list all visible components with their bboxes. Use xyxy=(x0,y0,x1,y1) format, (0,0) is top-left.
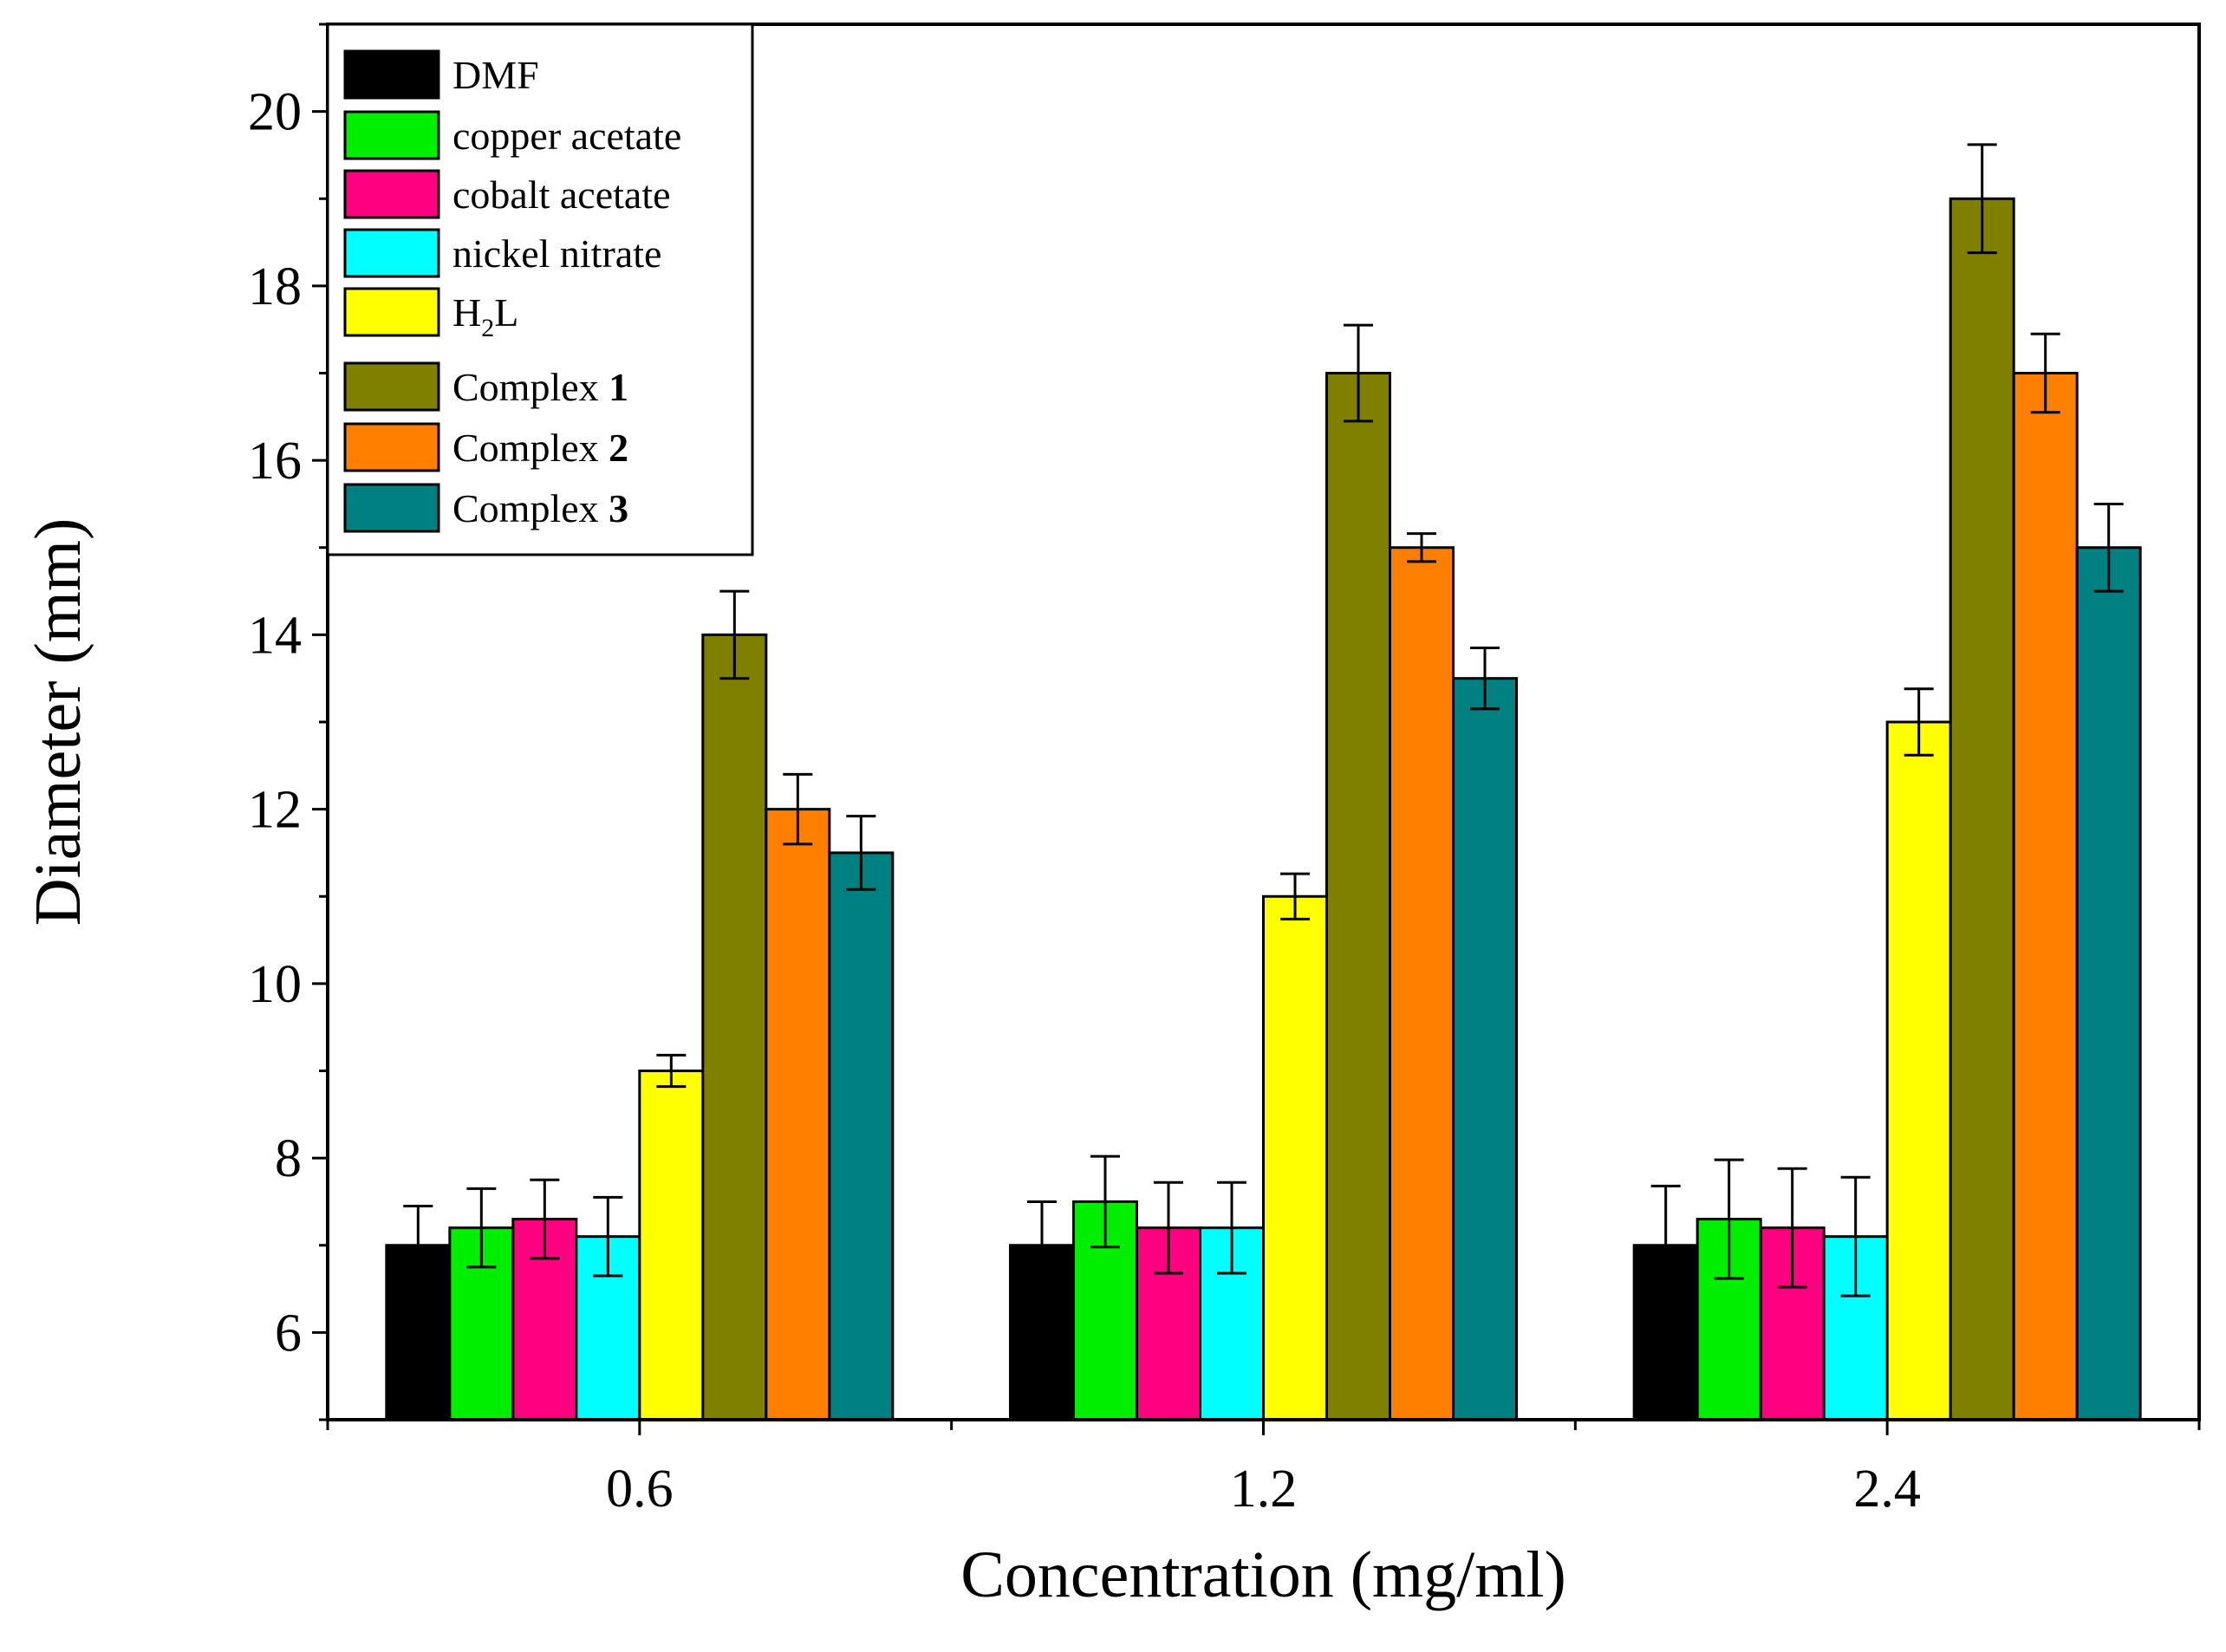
error-bar xyxy=(1714,1158,1744,1280)
y-tick-label: 10 xyxy=(248,955,302,1014)
legend-swatch xyxy=(343,228,440,278)
error-bar xyxy=(656,1053,687,1089)
bar-dmf-2.4 xyxy=(1632,1244,1699,1421)
bar-complex-3-0.6 xyxy=(828,851,895,1421)
legend-swatch xyxy=(343,361,440,412)
bar-h2l-0.6 xyxy=(638,1070,705,1421)
y-axis-title: Diameter (mm) xyxy=(22,518,94,927)
error-bar xyxy=(1904,687,1934,757)
y-tick-label: 18 xyxy=(248,257,302,316)
legend-swatch xyxy=(343,483,440,533)
legend-item: cobalt acetate xyxy=(343,169,671,219)
x-tick-label: 2.4 xyxy=(1853,1460,1921,1519)
y-tick-label: 8 xyxy=(275,1129,302,1188)
legend-label: nickel nitrate xyxy=(452,231,661,276)
legend-item: Complex 2 xyxy=(343,422,628,472)
error-bar xyxy=(1217,1180,1246,1275)
legend-swatch xyxy=(343,169,440,219)
bar-h2l-2.4 xyxy=(1885,720,1952,1421)
axis-ticks: 6 8 10 12 14 16 18 20 0.6 1.2 2.4 xyxy=(248,23,2201,1519)
error-bar xyxy=(593,1195,623,1278)
legend-label: copper acetate xyxy=(452,114,681,158)
y-tick-label: 14 xyxy=(248,606,302,665)
legend-label: H2L xyxy=(452,290,518,342)
error-bars-layer xyxy=(403,143,2124,1306)
bar-complex-1-2.4 xyxy=(1949,197,2015,1421)
error-bar xyxy=(1650,1184,1681,1306)
error-bar xyxy=(1280,872,1310,920)
x-tick-label: 1.2 xyxy=(1230,1460,1298,1519)
legend-swatch xyxy=(343,110,440,160)
error-bar xyxy=(846,815,876,891)
legend-swatch xyxy=(343,422,440,472)
error-bar xyxy=(1407,532,1436,563)
error-bar xyxy=(1154,1180,1183,1275)
y-tick-label: 6 xyxy=(275,1304,302,1363)
legend-label: Complex 3 xyxy=(452,486,628,530)
error-bar xyxy=(403,1204,433,1286)
bar-complex-2-0.6 xyxy=(765,808,831,1421)
error-bar xyxy=(1840,1175,1871,1298)
legend-label: Complex 2 xyxy=(452,426,628,470)
error-bar xyxy=(2093,502,2124,593)
legend-label: cobalt acetate xyxy=(452,172,671,217)
error-bar xyxy=(1027,1200,1057,1291)
legend-item: Complex 1 xyxy=(343,361,628,412)
legend-item: Complex 3 xyxy=(343,483,628,533)
error-bar xyxy=(466,1187,497,1269)
bar-complex-1-1.2 xyxy=(1325,372,1391,1421)
y-tick-label: 20 xyxy=(248,83,302,142)
legend-swatch xyxy=(343,287,440,337)
error-bar xyxy=(1777,1167,1807,1289)
bar-complex-3-1.2 xyxy=(1452,677,1518,1421)
error-bar xyxy=(1090,1154,1120,1249)
legend-item: nickel nitrate xyxy=(343,228,661,278)
legend-item: DMF xyxy=(343,49,539,100)
y-tick-label: 16 xyxy=(248,432,302,491)
bar-complex-1-0.6 xyxy=(701,633,768,1421)
bar-complex-2-1.2 xyxy=(1389,546,1455,1421)
error-bar xyxy=(719,589,750,680)
error-bar xyxy=(530,1178,560,1260)
legend: DMF copper acetate cobalt acetate nickel ni… xyxy=(326,23,754,556)
error-bar xyxy=(783,772,813,846)
legend-label: Complex 1 xyxy=(452,365,628,409)
x-axis-title: Concentration (mg/ml) xyxy=(960,1538,1566,1611)
bar-h2l-1.2 xyxy=(1262,894,1328,1421)
legend-swatch xyxy=(343,49,440,100)
error-bar xyxy=(1470,646,1500,711)
error-bar xyxy=(2030,332,2060,414)
error-bar xyxy=(1967,143,1997,255)
bar-complex-3-2.4 xyxy=(2075,546,2142,1421)
y-tick-label: 12 xyxy=(248,781,302,840)
error-bar xyxy=(1344,323,1373,423)
bar-complex-2-2.4 xyxy=(2012,372,2079,1421)
legend-item: H2L xyxy=(343,287,518,342)
x-tick-label: 0.6 xyxy=(606,1460,674,1519)
legend-item: copper acetate xyxy=(343,110,681,160)
legend-label: DMF xyxy=(452,53,539,97)
